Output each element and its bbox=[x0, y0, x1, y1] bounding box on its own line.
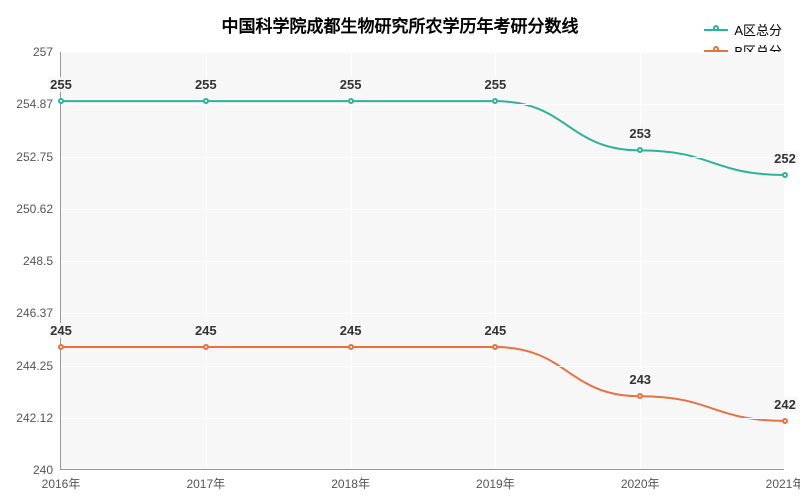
grid-line-h bbox=[61, 157, 784, 158]
x-tick-label: 2021年 bbox=[766, 469, 800, 492]
grid-line-v bbox=[206, 52, 207, 469]
series-line bbox=[61, 347, 785, 421]
y-tick-label: 244.25 bbox=[16, 359, 61, 373]
grid-line-v bbox=[495, 52, 496, 469]
legend-swatch bbox=[704, 29, 728, 31]
data-point bbox=[637, 393, 643, 399]
x-tick-label: 2017年 bbox=[186, 469, 225, 492]
grid-line-h bbox=[61, 104, 784, 105]
data-point-label: 255 bbox=[483, 77, 509, 92]
y-tick-label: 246.37 bbox=[16, 306, 61, 320]
grid-line-h bbox=[61, 313, 784, 314]
y-tick-label: 242.12 bbox=[16, 411, 61, 425]
chart-title: 中国科学院成都生物研究所农学历年考研分数线 bbox=[0, 12, 800, 37]
chart-container: 中国科学院成都生物研究所农学历年考研分数线 A区总分B区总分 240242.12… bbox=[0, 0, 800, 500]
data-point bbox=[782, 418, 788, 424]
data-point bbox=[348, 98, 354, 104]
data-point bbox=[348, 344, 354, 350]
legend-label: A区总分 bbox=[734, 20, 782, 39]
grid-line-h bbox=[61, 209, 784, 210]
data-point bbox=[203, 344, 209, 350]
data-point-label: 255 bbox=[193, 77, 219, 92]
y-tick-label: 257 bbox=[33, 45, 61, 59]
data-point bbox=[492, 98, 498, 104]
series-line bbox=[61, 101, 785, 175]
grid-line-v bbox=[640, 52, 641, 469]
data-point-label: 245 bbox=[483, 323, 509, 338]
legend-item: A区总分 bbox=[704, 20, 782, 39]
data-point-label: 242 bbox=[772, 397, 798, 412]
data-point-label: 255 bbox=[48, 77, 74, 92]
data-point-label: 245 bbox=[48, 323, 74, 338]
data-point bbox=[637, 147, 643, 153]
data-point bbox=[58, 98, 64, 104]
data-point bbox=[782, 172, 788, 178]
data-point bbox=[58, 344, 64, 350]
plot-area: 240242.12244.25246.37248.5250.62252.7525… bbox=[60, 52, 784, 470]
data-point-label: 245 bbox=[193, 323, 219, 338]
y-tick-label: 248.5 bbox=[23, 254, 61, 268]
grid-line-h bbox=[61, 52, 784, 53]
data-point-label: 245 bbox=[338, 323, 364, 338]
grid-line-h bbox=[61, 261, 784, 262]
y-tick-label: 250.62 bbox=[16, 202, 61, 216]
grid-line-v bbox=[351, 52, 352, 469]
grid-line-h bbox=[61, 418, 784, 419]
data-point-label: 252 bbox=[772, 151, 798, 166]
data-point-label: 253 bbox=[627, 126, 653, 141]
x-tick-label: 2018年 bbox=[331, 469, 370, 492]
x-tick-label: 2019年 bbox=[476, 469, 515, 492]
y-tick-label: 252.75 bbox=[16, 150, 61, 164]
data-point-label: 243 bbox=[627, 372, 653, 387]
x-tick-label: 2016年 bbox=[42, 469, 81, 492]
data-point bbox=[492, 344, 498, 350]
x-tick-label: 2020年 bbox=[621, 469, 660, 492]
data-point-label: 255 bbox=[338, 77, 364, 92]
y-tick-label: 254.87 bbox=[16, 97, 61, 111]
grid-line-h bbox=[61, 366, 784, 367]
data-point bbox=[203, 98, 209, 104]
